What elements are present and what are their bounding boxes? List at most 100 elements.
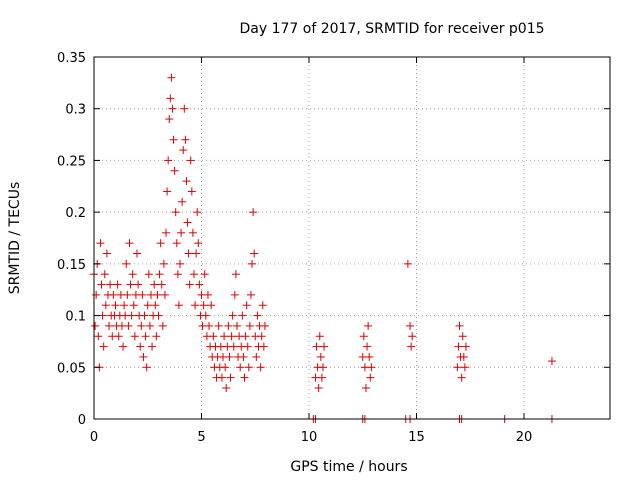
data-point <box>167 73 176 82</box>
data-point <box>455 321 464 330</box>
data-point <box>151 301 160 310</box>
data-point <box>152 332 161 341</box>
data-point <box>318 363 327 372</box>
data-point <box>101 301 110 310</box>
data-point <box>111 301 120 310</box>
data-point <box>406 321 415 330</box>
data-point <box>142 363 151 372</box>
data-point <box>236 363 245 372</box>
x-tick-label: 5 <box>197 430 205 445</box>
x-tick-label: 20 <box>516 430 533 445</box>
data-point <box>194 239 203 248</box>
data-point <box>176 259 184 268</box>
data-point <box>113 280 122 289</box>
data-point <box>184 249 193 258</box>
data-point <box>141 332 150 341</box>
data-point <box>246 290 255 299</box>
data-point <box>315 332 324 341</box>
data-point <box>320 342 329 351</box>
data-point <box>173 270 182 279</box>
data-points <box>90 73 556 423</box>
x-tick-label: 15 <box>408 430 425 445</box>
data-point <box>102 249 111 258</box>
data-point <box>258 301 267 310</box>
data-point <box>230 290 239 299</box>
chart-title: Day 177 of 2017, SRMTID for receiver p01… <box>239 21 544 37</box>
data-point <box>127 311 136 320</box>
data-point <box>177 228 186 237</box>
data-point <box>209 332 218 341</box>
data-point <box>312 342 321 351</box>
data-point <box>97 280 106 289</box>
data-point <box>186 156 195 165</box>
data-point <box>239 352 248 361</box>
data-point <box>232 321 241 330</box>
data-point <box>195 280 204 289</box>
data-point <box>459 352 468 361</box>
data-point <box>139 352 148 361</box>
data-point <box>91 321 100 330</box>
data-point <box>159 259 168 268</box>
data-point <box>250 249 259 258</box>
data-point <box>244 363 253 372</box>
data-point <box>180 104 189 113</box>
data-point <box>364 321 373 330</box>
data-point <box>241 332 250 341</box>
data-point <box>191 301 200 310</box>
data-point <box>192 249 201 258</box>
data-point <box>453 363 462 372</box>
data-point <box>123 290 132 299</box>
data-point <box>193 208 202 217</box>
data-point <box>227 332 236 341</box>
data-point <box>160 290 169 299</box>
data-point <box>145 321 154 330</box>
data-point <box>158 321 167 330</box>
data-point <box>136 342 145 351</box>
y-tick-label: 0.1 <box>65 310 86 325</box>
data-point <box>162 228 171 237</box>
data-point <box>181 135 190 144</box>
data-point <box>226 373 235 382</box>
data-point <box>122 259 131 268</box>
data-point <box>157 280 166 289</box>
grid <box>94 57 610 419</box>
data-point <box>137 321 146 330</box>
data-point <box>403 259 412 268</box>
data-point <box>94 332 103 341</box>
data-point <box>129 301 138 310</box>
data-point <box>140 311 149 320</box>
data-point <box>165 115 174 124</box>
x-axis-label: GPS time / hours <box>290 459 407 475</box>
data-point <box>170 166 179 175</box>
data-point <box>408 332 417 341</box>
data-point <box>314 383 323 392</box>
data-point <box>114 332 123 341</box>
data-point <box>363 342 372 351</box>
data-point <box>231 270 240 279</box>
data-point <box>207 301 216 310</box>
data-point <box>359 332 368 341</box>
data-point <box>189 270 198 279</box>
x-tick-label: 0 <box>90 430 98 445</box>
data-point <box>172 239 181 248</box>
data-point <box>243 342 252 351</box>
data-point <box>316 352 325 361</box>
data-point <box>252 352 261 361</box>
data-point <box>317 373 326 382</box>
data-point <box>200 270 209 279</box>
data-point <box>248 259 257 268</box>
data-point <box>174 301 183 310</box>
y-axis-label: SRMTID / TECUs <box>7 182 23 295</box>
data-point <box>168 104 177 113</box>
data-point <box>365 352 374 361</box>
data-point <box>220 332 229 341</box>
data-point <box>133 249 141 258</box>
y-tick-label: 0.15 <box>57 258 86 273</box>
y-tick-label: 0.35 <box>57 51 86 66</box>
data-point <box>92 290 101 299</box>
data-point <box>185 280 194 289</box>
data-point <box>150 280 159 289</box>
data-point <box>163 187 172 196</box>
data-point <box>187 187 196 196</box>
